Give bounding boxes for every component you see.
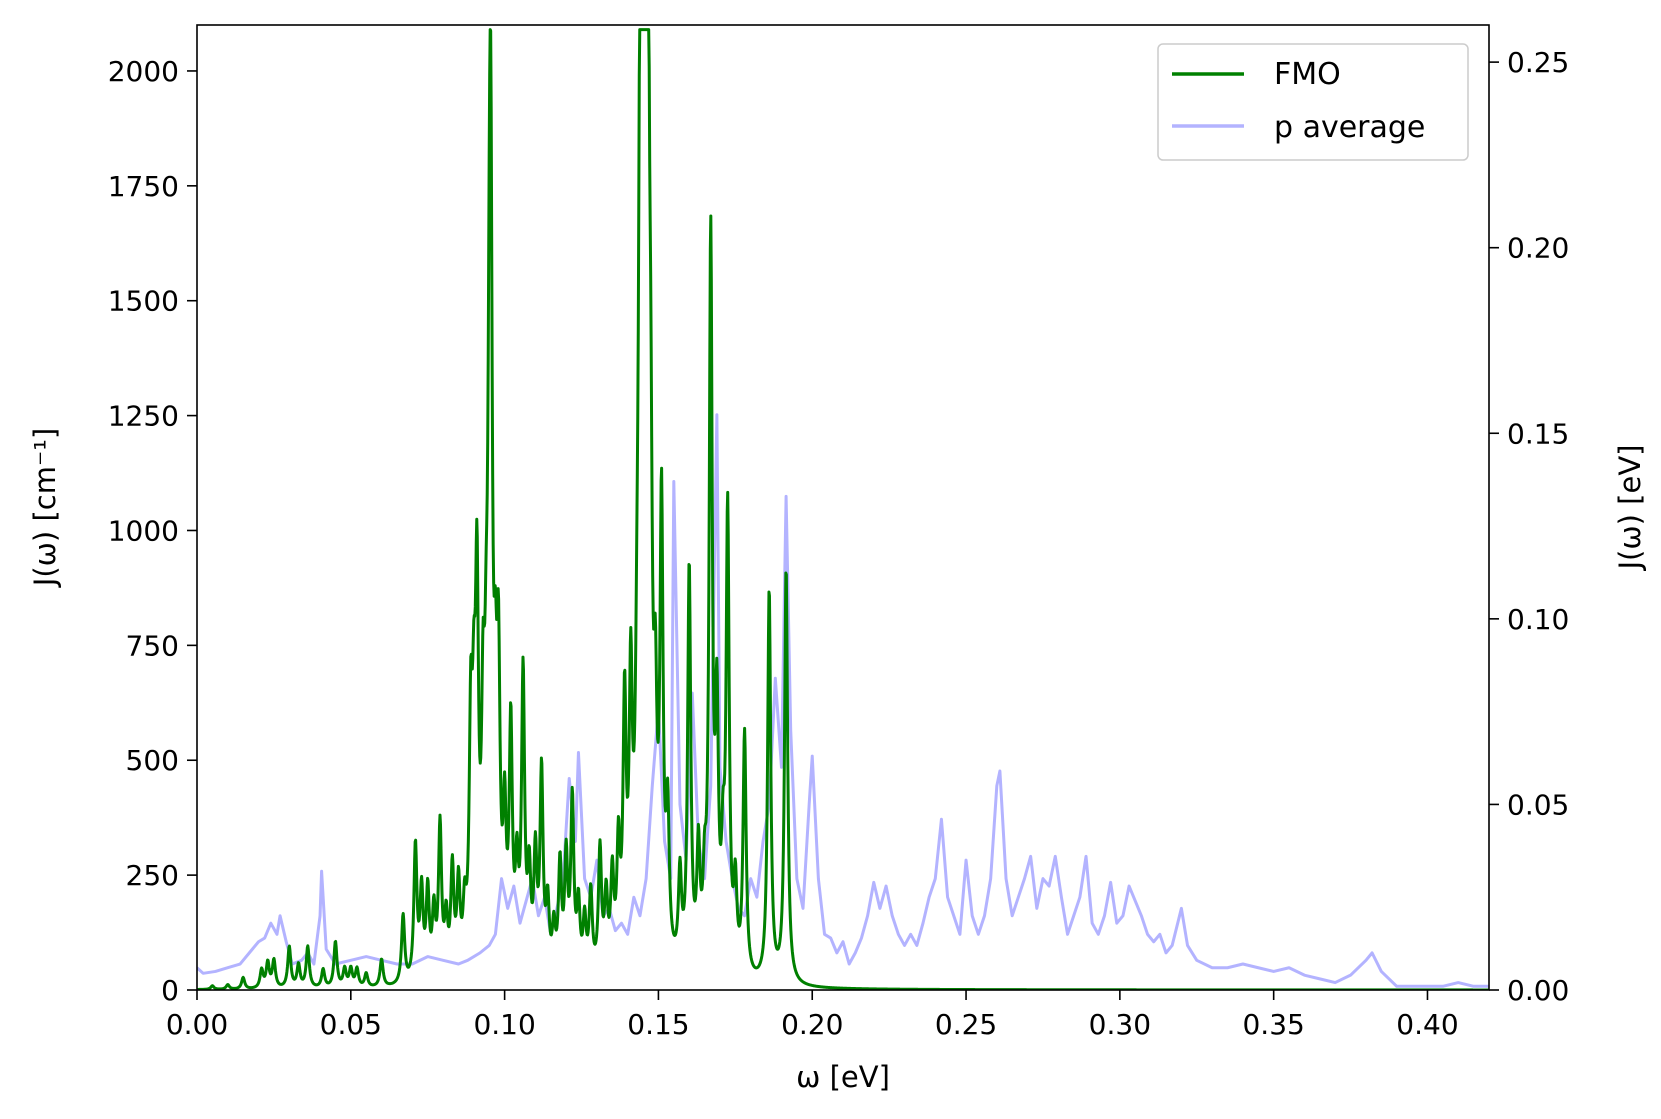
y-axis-right-label: J(ω) [eV]	[1613, 445, 1647, 572]
y-right-tick-label: 0.20	[1507, 232, 1569, 265]
x-tick-label: 0.10	[473, 1008, 535, 1041]
y-left-tick-label: 2000	[108, 55, 179, 88]
y-right-tick-label: 0.25	[1507, 46, 1569, 79]
y-right-tick-label: 0.00	[1507, 974, 1569, 1007]
x-tick-label: 0.25	[935, 1008, 997, 1041]
legend-label-fmo: FMO	[1274, 57, 1341, 92]
plot-area	[197, 28, 1489, 990]
plot-frame	[196, 24, 1490, 991]
x-tick-label: 0.00	[166, 1008, 228, 1041]
y-axis-left: 0 250 500 750 1000 1250 1500 1750 2000	[108, 55, 197, 1007]
y-axis-right: 0.00 0.05 0.10 0.15 0.20 0.25	[1489, 46, 1569, 1007]
x-tick-label: 0.40	[1396, 1008, 1458, 1041]
series-line-p-average	[197, 413, 1489, 988]
x-tick-label: 0.15	[627, 1008, 689, 1041]
y-right-tick-label: 0.05	[1507, 788, 1569, 821]
x-tick-label: 0.20	[781, 1008, 843, 1041]
y-axis-left-label: J(ω) [cm⁻¹]	[28, 428, 62, 588]
x-tick-label: 0.05	[320, 1008, 382, 1041]
y-left-tick-label: 1500	[108, 285, 179, 318]
legend: FMO p average	[1157, 43, 1469, 161]
y-left-tick-label: 750	[126, 629, 179, 662]
y-right-tick-label: 0.10	[1507, 603, 1569, 636]
y-left-tick-label: 1750	[108, 170, 179, 203]
x-tick-label: 0.35	[1242, 1008, 1304, 1041]
y-right-tick-label: 0.15	[1507, 417, 1569, 450]
x-axis: 0.00 0.05 0.10 0.15 0.20 0.25 0.30 0.35 0.40	[166, 990, 1459, 1041]
y-left-tick-label: 1250	[108, 400, 179, 433]
series-line-fmo	[197, 28, 1489, 990]
y-left-tick-label: 0	[161, 974, 179, 1007]
x-tick-label: 0.30	[1089, 1008, 1151, 1041]
y-left-tick-label: 1000	[108, 514, 179, 547]
x-axis-label: ω [eV]	[796, 1060, 890, 1094]
legend-label-p-average: p average	[1274, 110, 1425, 145]
y-left-tick-label: 500	[126, 744, 179, 777]
y-left-tick-label: 250	[126, 859, 179, 892]
